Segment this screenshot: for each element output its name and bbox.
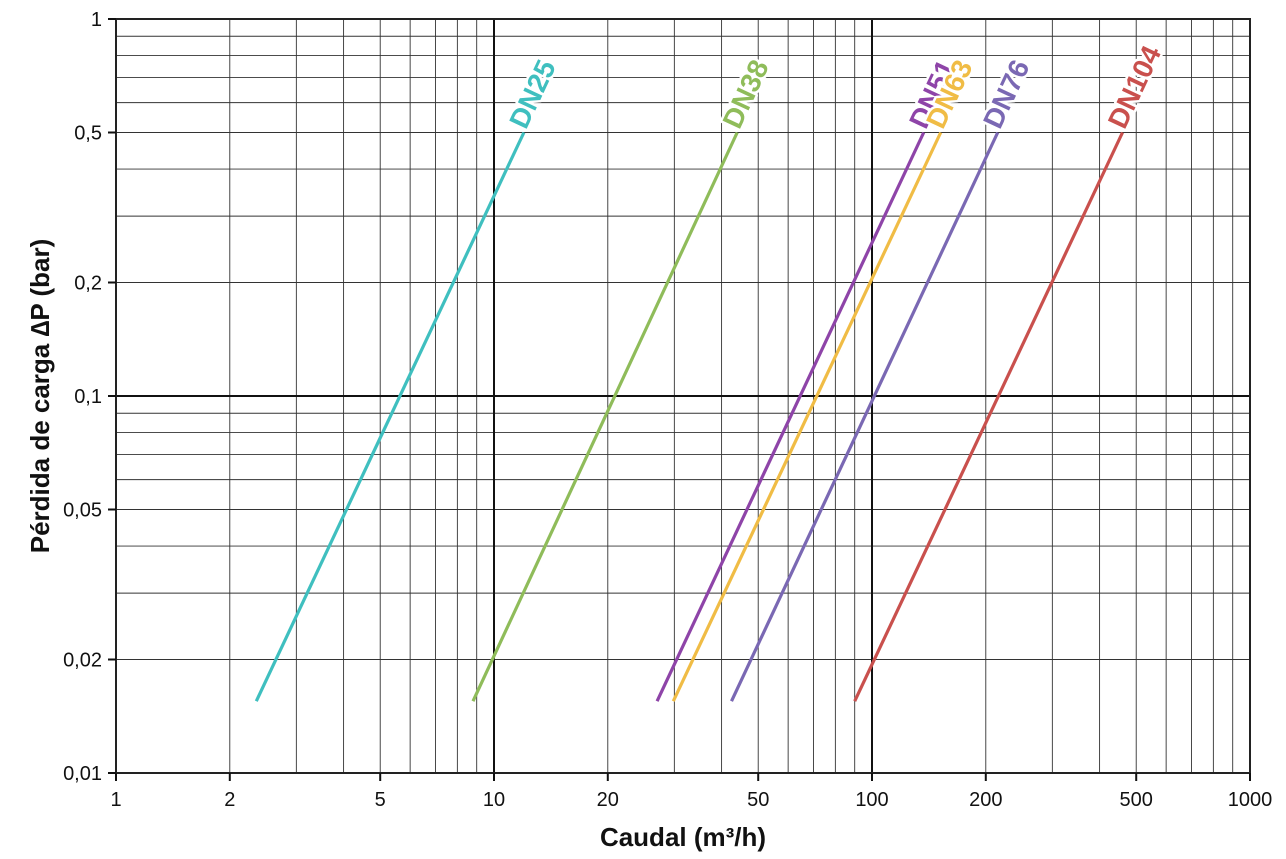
x-tick-label: 1 — [110, 789, 121, 811]
y-tick-label: 1 — [91, 9, 102, 31]
x-tick-label: 5 — [375, 789, 386, 811]
x-tick-label: 20 — [597, 789, 619, 811]
series-line-dn38 — [471, 131, 739, 702]
series-line-dn63 — [671, 131, 943, 702]
series-line-dn104 — [853, 131, 1124, 702]
series-line-dn76 — [730, 131, 1000, 702]
series-lines — [254, 131, 1124, 702]
x-tick-label: 200 — [969, 789, 1002, 811]
series-label-dn38: DN38 — [717, 55, 775, 133]
y-tick-labels: 0,01 0,02 0,05 0,1 0,2 0,5 1 — [63, 9, 102, 785]
y-axis-title: Pérdida de carga ∆P (bar) — [25, 239, 55, 554]
y-tick-label: 0,05 — [63, 499, 102, 521]
series-label-dn104: DN104 — [1102, 41, 1167, 133]
x-tick-label: 100 — [855, 789, 888, 811]
x-tick-label: 50 — [747, 789, 769, 811]
x-tick-label: 2 — [224, 789, 235, 811]
x-tick-label: 500 — [1120, 789, 1153, 811]
series-line-dn51 — [655, 131, 926, 702]
y-tick-label: 0,5 — [74, 122, 102, 144]
y-tick-label: 0,2 — [74, 273, 102, 295]
series-label-dn25: DN25 — [503, 55, 562, 133]
y-tick-label: 0,01 — [63, 763, 102, 785]
x-tick-label: 10 — [483, 789, 505, 811]
tick-marks — [108, 18, 1251, 781]
x-axis-title: Caudal (m³/h) — [600, 822, 766, 852]
x-tick-labels: 1 2 5 10 20 50 100 200 500 1000 — [110, 789, 1272, 811]
y-tick-label: 0,1 — [74, 386, 102, 408]
x-tick-label: 1000 — [1228, 789, 1273, 811]
series-line-dn25 — [254, 131, 526, 702]
grid-major — [116, 19, 1250, 773]
y-tick-label: 0,02 — [63, 650, 102, 672]
